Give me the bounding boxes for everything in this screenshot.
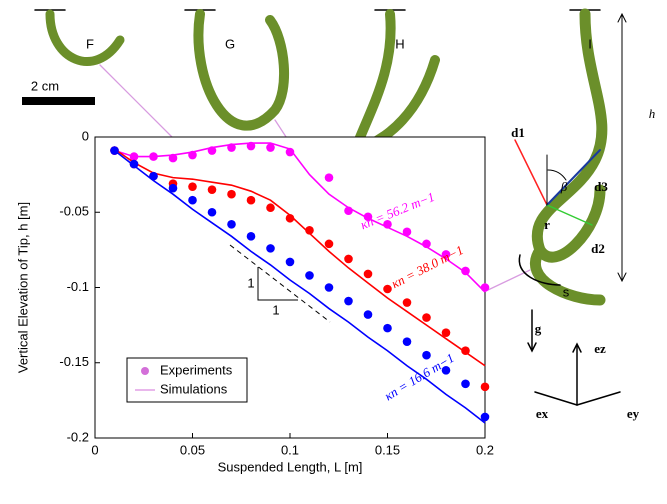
experiment-point	[149, 152, 158, 161]
annotation: r	[544, 217, 550, 232]
y-tick-label: -0.1	[67, 279, 89, 294]
experiment-point	[363, 310, 373, 319]
annotation: 2 cm	[31, 78, 59, 93]
experiment-point	[344, 206, 353, 216]
photo-f	[45, 9, 125, 66]
experiment-point	[285, 147, 295, 157]
y-tick-label: -0.05	[59, 204, 89, 219]
annotation: s	[563, 284, 570, 299]
experiment-point	[305, 226, 314, 235]
experiment-point	[480, 283, 490, 292]
legend-box	[126, 357, 248, 403]
experiment-point	[188, 182, 197, 191]
slope-guide	[229, 244, 331, 323]
experiment-point	[480, 382, 490, 392]
experiment-point	[266, 203, 275, 213]
experiment-point	[266, 143, 275, 152]
experiment-point	[129, 159, 139, 169]
experiment-point	[246, 195, 256, 205]
simulation-line	[114, 149, 486, 424]
experiment-point	[207, 146, 217, 155]
x-tick-label: 0.2	[476, 442, 494, 457]
annotation: d3	[594, 179, 608, 194]
experiment-point	[363, 269, 373, 279]
scale-bar	[22, 97, 95, 105]
experiment-point	[383, 219, 392, 229]
experiment-point	[480, 412, 490, 422]
experiment-point	[227, 219, 236, 229]
experiment-point	[168, 153, 178, 163]
experiment-point	[324, 239, 334, 249]
annotation: ex	[536, 406, 549, 421]
experiment-point	[363, 212, 373, 222]
photos	[22, 8, 627, 406]
annotation: g	[535, 321, 542, 336]
experiment-point	[441, 328, 451, 337]
y-tick-label: -0.15	[59, 354, 89, 369]
legend-label: Simulations	[160, 381, 228, 396]
experiment-point	[383, 284, 392, 294]
x-axis-label: Suspended Length, L [m]	[218, 459, 363, 474]
experiment-point	[402, 227, 412, 237]
experiment-point	[266, 244, 275, 253]
experiment-point	[168, 183, 178, 193]
experiment-point	[324, 173, 334, 182]
experiment-point	[246, 232, 256, 241]
legend-label: Experiments	[160, 362, 233, 377]
photo-g	[193, 9, 289, 131]
experiment-point	[441, 250, 451, 259]
experiment-point	[422, 313, 431, 322]
experiment-point	[246, 141, 256, 151]
experiment-point	[344, 296, 353, 306]
slope-triangle	[257, 267, 298, 301]
experiment-point	[461, 266, 470, 276]
annotation: H	[395, 36, 404, 51]
experiment-point	[207, 207, 217, 217]
x-tick-label: 0.1	[281, 442, 299, 457]
experiment-point	[227, 189, 236, 199]
experiment-point	[422, 350, 431, 360]
experiment-point	[227, 143, 236, 152]
experiment-point	[422, 239, 431, 249]
experiment-point	[149, 171, 158, 181]
experiment-point	[129, 152, 139, 161]
simulation-line	[114, 148, 486, 367]
experiment-point	[285, 213, 295, 223]
annotation: d1	[511, 125, 525, 140]
annotation: ez	[594, 341, 606, 356]
y-tick-label: -0.2	[67, 429, 89, 444]
x-tick-label: 0.05	[180, 442, 205, 457]
experiment-point	[402, 337, 412, 346]
experiment-point	[461, 346, 470, 356]
photo-i	[530, 8, 608, 306]
experiment-point	[285, 257, 295, 267]
annotation: d2	[591, 241, 605, 256]
annotation: h	[649, 106, 656, 121]
experiment-point	[305, 271, 314, 280]
annotation: G	[225, 36, 235, 51]
experiment-point	[324, 283, 334, 292]
experiment-point	[441, 365, 451, 375]
slope-label: 1	[272, 302, 279, 317]
annotation: F	[86, 36, 94, 51]
y-tick-label: 0	[82, 128, 89, 143]
slope-label: 1	[247, 275, 254, 290]
annotation: ey	[627, 406, 640, 421]
annotation: I	[588, 36, 592, 51]
experiment-point	[383, 323, 392, 333]
experiment-point	[461, 379, 470, 389]
experiment-point	[402, 298, 412, 307]
annotation: β	[560, 179, 568, 194]
experiment-point	[207, 185, 217, 194]
experiment-point	[344, 254, 353, 264]
experiment-point	[188, 150, 197, 160]
x-tick-label: 0	[91, 442, 98, 457]
legend-marker	[141, 367, 149, 375]
photo-h	[346, 9, 440, 158]
x-tick-label: 0.15	[375, 442, 400, 457]
y-axis-label: Vertical Elevation of Tip, h [m]	[15, 202, 30, 373]
experiment-point	[188, 195, 197, 205]
experiment-point	[110, 146, 119, 155]
